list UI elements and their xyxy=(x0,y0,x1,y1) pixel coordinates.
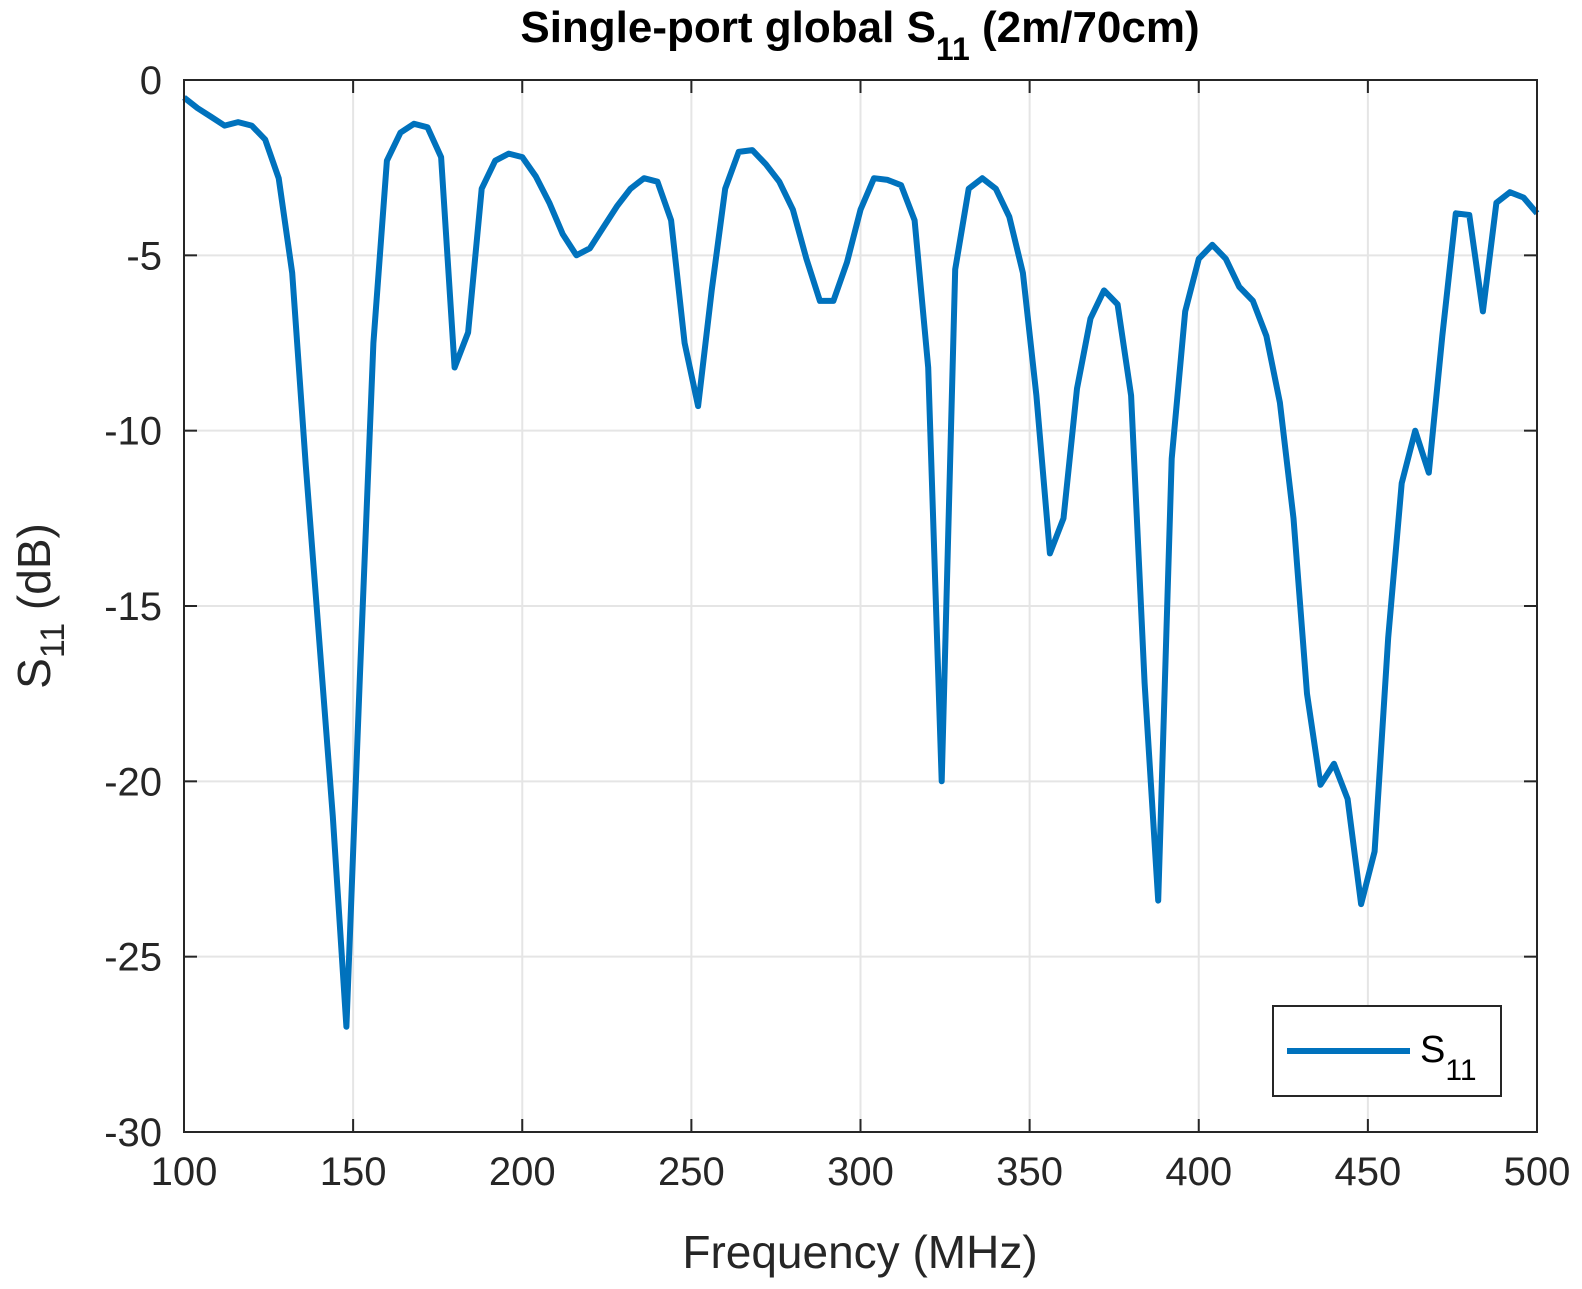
x-tick-label: 250 xyxy=(658,1150,725,1194)
x-tick-label: 350 xyxy=(996,1150,1063,1194)
y-tick-labels: 0 -5 -10 -15 -20 -25 -30 xyxy=(104,59,162,1155)
x-axis-label: Frequency (MHz) xyxy=(682,1226,1037,1278)
x-tick-label: 300 xyxy=(827,1150,894,1194)
y-tick-label: -15 xyxy=(104,585,162,629)
series-group xyxy=(182,95,1540,1030)
x-tick-labels: 100 150 200 250 300 350 400 450 500 xyxy=(151,1150,1571,1194)
y-axis-label-main: S xyxy=(8,658,60,689)
y-tick-label: -5 xyxy=(126,234,162,278)
y-tick-label: -30 xyxy=(104,1111,162,1155)
y-tick-label: -10 xyxy=(104,410,162,454)
ticks xyxy=(183,79,1538,1133)
y-tick-label: -20 xyxy=(104,760,162,804)
legend-entry: S11 xyxy=(1420,1029,1477,1087)
y-axis-label-sub: 11 xyxy=(34,623,72,658)
x-tick-label: 100 xyxy=(151,1150,218,1194)
legend-entry-sub: 11 xyxy=(1445,1054,1476,1087)
x-tick-label: 450 xyxy=(1335,1150,1402,1194)
x-tick-label: 400 xyxy=(1165,1150,1232,1194)
series-line-s11 xyxy=(182,95,1540,1030)
chart-title-main: Single-port global S xyxy=(520,3,936,52)
x-tick-label: 500 xyxy=(1504,1150,1571,1194)
chart-title: Single-port global S11 (2m/70cm) xyxy=(520,3,1199,67)
y-axis-label: S11 (dB) xyxy=(8,523,72,689)
legend-entry-main: S xyxy=(1420,1029,1445,1071)
y-tick-label: -25 xyxy=(104,936,162,980)
y-axis-label-suffix: (dB) xyxy=(8,523,60,623)
y-tick-label: 0 xyxy=(140,59,162,103)
chart-title-sub: 11 xyxy=(936,31,970,67)
x-tick-label: 200 xyxy=(489,1150,556,1194)
legend: S11 xyxy=(1272,1005,1502,1097)
chart-title-suffix: (2m/70cm) xyxy=(970,3,1200,52)
x-tick-label: 150 xyxy=(320,1150,387,1194)
